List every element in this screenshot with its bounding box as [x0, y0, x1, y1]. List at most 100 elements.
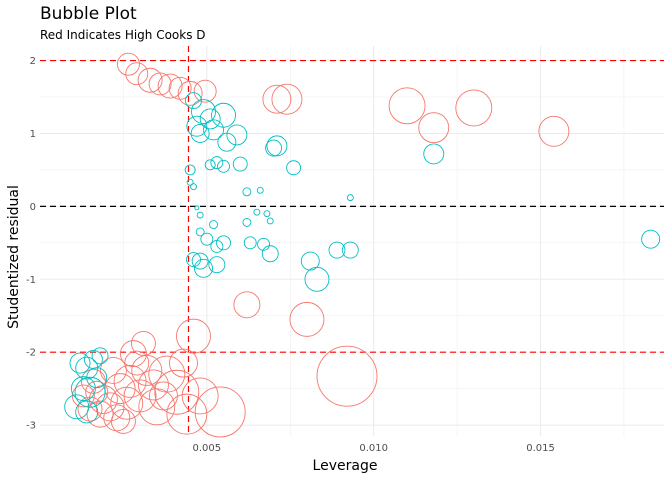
bubble-low-cooks-d — [304, 266, 330, 292]
bubble-low-cooks-d — [184, 164, 196, 176]
bubble-high-cooks-d — [193, 79, 217, 103]
bubble-high-cooks-d — [168, 76, 192, 100]
bubble-low-cooks-d — [300, 251, 320, 271]
bubble-high-cooks-d — [124, 350, 150, 376]
bubble-high-cooks-d — [316, 345, 378, 407]
bubble-low-cooks-d — [194, 258, 213, 278]
bubble-low-cooks-d — [243, 236, 257, 250]
bubble-high-cooks-d — [116, 52, 140, 76]
tick-labels: 0.005 0.010 0.015 -3 -2 -1 0 1 2 — [26, 56, 555, 454]
bubble-low-cooks-d — [257, 237, 271, 251]
bubble-low-cooks-d — [266, 217, 274, 225]
bubble-low-cooks-d — [211, 102, 236, 128]
bubble-high-cooks-d — [271, 83, 303, 115]
x-tick-label: 0.015 — [526, 443, 555, 454]
bubble-high-cooks-d — [148, 72, 172, 96]
bubble-high-cooks-d — [233, 291, 261, 319]
bubble-high-cooks-d — [138, 369, 169, 401]
bubble-high-cooks-d — [157, 73, 183, 99]
bubble-low-cooks-d — [226, 124, 248, 146]
bubble-high-cooks-d — [137, 67, 163, 93]
y-tick-label: -1 — [26, 275, 36, 286]
bubble-low-cooks-d — [194, 205, 200, 211]
bubble-low-cooks-d — [203, 119, 224, 141]
bubble-low-cooks-d — [423, 143, 445, 165]
bubble-high-cooks-d — [166, 393, 208, 435]
bubble-low-cooks-d — [208, 256, 226, 274]
bubble-low-cooks-d — [196, 211, 204, 219]
y-axis-label: Studentized residual — [6, 185, 22, 329]
bubble-high-cooks-d — [455, 89, 493, 127]
bubble-low-cooks-d — [265, 139, 283, 157]
bubble-high-cooks-d — [538, 115, 570, 147]
bubble-high-cooks-d — [99, 356, 127, 384]
bubble-high-cooks-d — [85, 380, 109, 404]
bubble-low-cooks-d — [266, 135, 288, 157]
bubble-high-cooks-d — [154, 369, 200, 415]
bubble-low-cooks-d — [217, 159, 230, 173]
bubble-high-cooks-d — [104, 373, 136, 405]
x-tick-label: 0.010 — [359, 443, 388, 454]
bubble-low-cooks-d — [64, 394, 90, 420]
bubble-low-cooks-d — [256, 186, 264, 194]
bubble-high-cooks-d — [177, 80, 203, 106]
bubble-high-cooks-d — [130, 330, 156, 356]
bubble-high-cooks-d — [262, 84, 292, 114]
bubble-high-cooks-d — [289, 301, 325, 337]
bubbles — [64, 52, 661, 438]
bubble-high-cooks-d — [125, 62, 149, 86]
bubble-high-cooks-d — [149, 381, 178, 411]
y-tick-label: 0 — [30, 202, 36, 213]
bubble-high-cooks-d — [176, 318, 211, 354]
bubble-low-cooks-d — [346, 194, 354, 202]
bubble-low-cooks-d — [210, 156, 224, 170]
bubble-low-cooks-d — [200, 232, 214, 246]
bubble-low-cooks-d — [190, 124, 210, 143]
y-tick-label: 2 — [30, 56, 36, 67]
reference-lines — [40, 46, 664, 436]
bubble-high-cooks-d — [80, 368, 106, 394]
y-tick-label: -3 — [26, 421, 36, 432]
bubble-low-cooks-d — [242, 217, 252, 227]
bubble-low-cooks-d — [199, 108, 221, 130]
bubble-low-cooks-d — [91, 347, 109, 365]
bubble-low-cooks-d — [253, 208, 261, 216]
bubble-high-cooks-d — [103, 404, 131, 432]
bubble-low-cooks-d — [186, 178, 194, 186]
bubble-low-cooks-d — [286, 160, 302, 176]
bubble-high-cooks-d — [388, 87, 426, 125]
bubble-high-cooks-d — [418, 112, 450, 144]
bubble-high-cooks-d — [169, 348, 198, 378]
x-tick-label: 0.005 — [193, 443, 222, 454]
bubble-high-cooks-d — [110, 408, 136, 434]
bubble-low-cooks-d — [242, 187, 252, 197]
bubble-high-cooks-d — [148, 355, 186, 393]
bubble-low-cooks-d — [209, 220, 218, 230]
bubble-high-cooks-d — [86, 400, 114, 428]
bubble-high-cooks-d — [194, 386, 246, 438]
bubble-low-cooks-d — [204, 159, 216, 171]
bubble-low-cooks-d — [190, 183, 197, 191]
bubble-low-cooks-d — [341, 241, 359, 259]
bubble-low-cooks-d — [641, 229, 661, 249]
bubble-low-cooks-d — [69, 352, 91, 374]
bubble-high-cooks-d — [113, 364, 147, 398]
bubble-low-cooks-d — [191, 99, 216, 125]
chart-subtitle: Red Indicates High Cooks D — [40, 28, 206, 42]
bubble-high-cooks-d — [119, 340, 147, 368]
bubble-low-cooks-d — [328, 241, 346, 259]
bubble-high-cooks-d — [110, 386, 144, 420]
bubble-low-cooks-d — [216, 235, 231, 251]
bubble-low-cooks-d — [232, 156, 248, 172]
chart-title: Bubble Plot — [40, 4, 137, 24]
bubble-low-cooks-d — [186, 115, 208, 137]
bubble-low-cooks-d — [75, 400, 99, 424]
bubble-low-cooks-d — [261, 245, 279, 263]
bubble-low-cooks-d — [86, 367, 108, 389]
bubble-high-cooks-d — [181, 377, 219, 415]
x-axis-label: Leverage — [313, 458, 378, 474]
bubble-low-cooks-d — [70, 376, 96, 402]
bubble-low-cooks-d — [74, 376, 106, 408]
